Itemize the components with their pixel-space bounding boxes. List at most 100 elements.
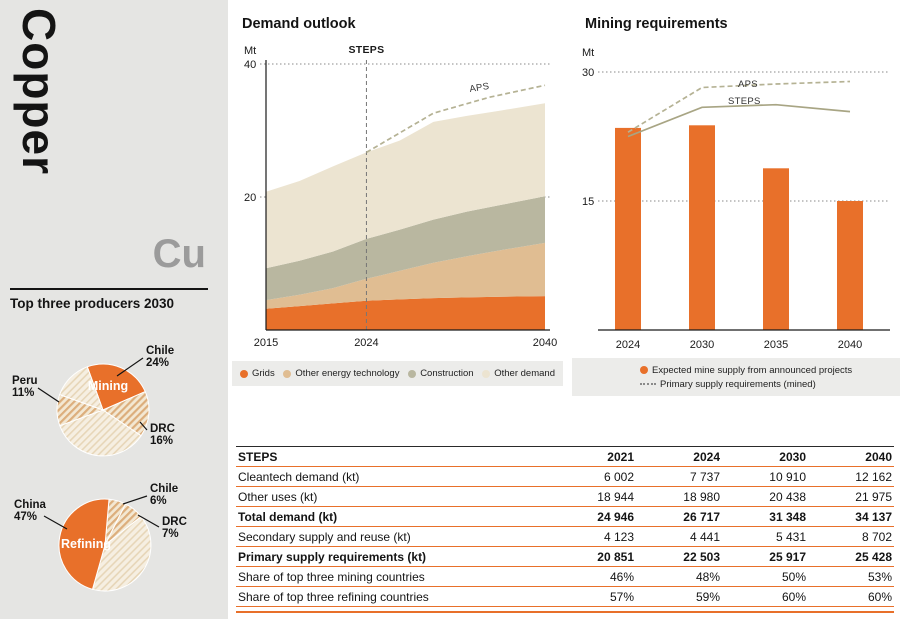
column-header: STEPS [236,446,550,467]
dot-icon [240,369,248,378]
chart-text: DRC [150,423,175,435]
chart-text: 7% [162,528,179,540]
chart-text: 2024 [354,337,378,349]
cell-value: 5 431 [722,526,808,547]
row-label: Share of top three mining countries [236,566,550,587]
cell-value: 4 441 [636,526,722,547]
chart-text: 15 [582,196,594,208]
cell-value: 22 503 [636,546,722,567]
dotted-line-icon [640,383,656,385]
table-row: Secondary supply and reuse (kt) 4 123 4 44… [236,526,894,547]
cell-value: 18 980 [636,486,722,507]
cell-value: 4 123 [550,526,636,547]
pie-slice-china [58,498,110,590]
chart-text: 2035 [764,339,788,351]
producers-heading: Top three producers 2030 [10,296,175,311]
demand-outlook-title: Demand outlook [242,16,356,32]
row-label: Primary supply requirements (kt) [236,546,550,567]
sidebar: Copper Cu Top three producers 2030 Minin… [0,0,228,619]
dot-icon [408,369,417,378]
column-header: 2021 [550,446,636,467]
demand-legend: Grids Other energy technology Construction… [232,361,563,386]
legend-label: Construction [420,368,474,379]
divider [10,288,208,290]
cell-value: 46% [550,566,636,587]
demand-outlook-chart: STEPS APS Mt 40 20 2015 2024 2040 [244,44,557,349]
cell-value: 18 944 [550,486,636,507]
cell-value: 31 348 [722,506,808,527]
table-row: Share of top three mining countries 46% 48… [236,566,894,587]
pie-slice-chile [86,363,146,411]
chart-text: 2024 [616,339,640,351]
cell-value: 8 702 [808,526,894,547]
table-row: Other uses (kt) 18 944 18 980 20 438 21 975 [236,486,894,507]
legend-item: Construction [408,368,474,379]
supply-bar [689,125,715,330]
chart-text: STEPS [348,44,384,56]
chart-text: 40 [244,59,256,71]
pie-slice [91,515,152,592]
supply-bar [763,168,789,330]
leader-line [122,495,148,505]
cell-value: 25 428 [808,546,894,567]
chart-text: 6% [150,495,167,507]
row-label: Secondary supply and reuse (kt) [236,526,550,547]
table-row: Total demand (kt) 24 946 26 717 31 348 34 13… [236,506,894,527]
cell-value: 48% [636,566,722,587]
chart-text: Refining [61,537,111,551]
pie-slice [59,366,104,411]
legend-label: Expected mine supply from announced proj… [652,364,853,376]
mining-requirements-chart: Mt 30 15 2024 2030 2035 2040 APS STEPS [582,47,890,351]
mining-requirements-title: Mining requirements [585,16,728,32]
table-row: Primary supply requirements (kt) 20 851 22… [236,546,894,567]
pie-slice-drc [101,390,150,437]
row-label: Cleantech demand (kt) [236,466,550,487]
legend-label: Other energy technology [295,368,400,379]
column-header: 2030 [722,446,808,467]
pie-slice [59,409,142,457]
cell-value: 20 851 [550,546,636,567]
chart-text: Chile [150,483,178,495]
area-series-cream [266,103,545,269]
table-row: Cleantech demand (kt) 6 002 7 737 10 910 12 … [236,466,894,487]
chart-text: 11% [12,387,34,399]
element-name: Copper [13,8,65,175]
supply-bar [837,201,863,330]
cell-value: 50% [722,566,808,587]
chart-text: Mining [88,379,128,393]
chart-text: Mt [244,45,256,57]
cell-value: 34 137 [808,506,894,527]
chart-text: 2040 [533,337,557,349]
demand-table: STEPS 2021 2024 2030 2040 Cleantech demand (k… [236,446,894,607]
table-header-row: STEPS 2021 2024 2030 2040 [236,446,894,467]
chart-text: 2040 [838,339,862,351]
requirements-line-steps [627,103,851,138]
chart-text: 2015 [254,337,278,349]
row-label: Other uses (kt) [236,486,550,507]
legend-item: Expected mine supply from announced proj… [640,365,852,376]
cell-value: 57% [550,586,636,607]
cell-value: 60% [722,586,808,607]
element-symbol: Cu [152,232,206,276]
cell-value: 20 438 [722,486,808,507]
area-series-tan [266,242,545,309]
dot-icon [482,369,491,378]
table-row: Share of top three refining countries 57%… [236,586,894,607]
chart-text: APS [738,79,758,90]
cell-value: 59% [636,586,722,607]
legend-label: Other demand [494,368,555,379]
row-label: Share of top three refining countries [236,586,550,607]
column-header: 2024 [636,446,722,467]
chart-text: Mt [582,47,594,59]
cell-value: 25 917 [722,546,808,567]
leader-line [43,515,68,530]
leader-line [116,357,144,377]
cell-value: 12 162 [808,466,894,487]
legend-item: Primary supply requirements (mined) [640,379,816,390]
leader-line [137,514,160,528]
cell-value: 7 737 [636,466,722,487]
cell-value: 10 910 [722,466,808,487]
legend-label: Primary supply requirements (mined) [660,378,816,390]
